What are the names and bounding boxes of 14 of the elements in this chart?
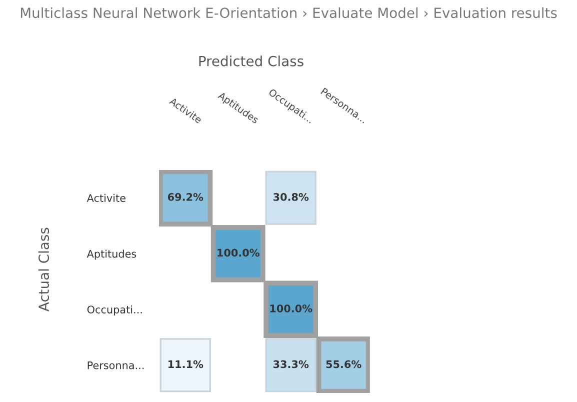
y-axis-title: Actual Class xyxy=(38,228,50,312)
chart-title: Multiclass Neural Network E-Orientation › Evaluate Model › Evaluation results xyxy=(20,7,557,18)
data-label: 55.6% xyxy=(326,360,362,368)
data-label: 30.8% xyxy=(273,193,309,201)
y-tick-label: Activite xyxy=(86,194,126,202)
y-tick-label: Occupati... xyxy=(87,305,142,316)
data-label: 100.0% xyxy=(270,304,312,312)
data-label: 11.1% xyxy=(168,360,204,368)
data-label: 33.3% xyxy=(273,360,309,368)
data-label: 69.2% xyxy=(168,193,204,201)
y-tick-label: Aptitudes xyxy=(86,250,136,260)
data-label: 100.0% xyxy=(218,248,260,257)
x-axis-title: Predicted Class xyxy=(199,56,304,66)
y-tick-label: Personna... xyxy=(88,361,144,370)
